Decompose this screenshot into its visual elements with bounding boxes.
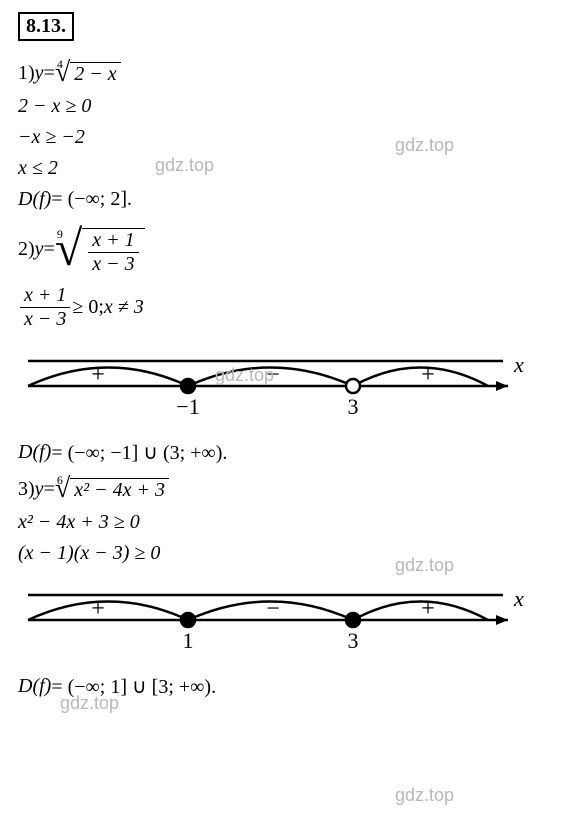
part3-domain-label: D(f)	[18, 675, 51, 698]
part2-radical-index: 9	[57, 227, 63, 242]
part1-equation: 1) y = 4 √ 2 − x	[18, 59, 543, 87]
part1-domain-value: = (−∞; 2].	[51, 188, 132, 211]
part3-equation: 3) y = 6 √ x² − 4x + 3	[18, 475, 543, 503]
part2-radical: 9 √ x + 1 x − 3	[55, 223, 145, 276]
part2-equals: =	[44, 238, 55, 261]
watermark: gdz.top	[395, 135, 454, 156]
part2-ineq-num: x + 1	[20, 284, 70, 308]
watermark: gdz.top	[395, 555, 454, 576]
part2-ineq-den: x − 3	[20, 308, 70, 331]
part1-domain-label: D(f)	[18, 188, 51, 211]
part2-equation: 2) y = 9 √ x + 1 x − 3	[18, 223, 543, 276]
part3-step2: (x − 1)(x − 3) ≥ 0	[18, 542, 543, 565]
part2-domain: D(f) = (−∞; −1] ∪ (3; +∞).	[18, 440, 543, 465]
part2-frac: x + 1 x − 3	[88, 229, 138, 276]
part3-radical: 6 √ x² − 4x + 3	[55, 475, 169, 503]
problem-number: 8.13.	[18, 12, 74, 41]
part1-var: y	[35, 62, 44, 85]
part1-radical-index: 4	[57, 57, 63, 72]
part2-frac-num: x + 1	[88, 229, 138, 253]
part2-var: y	[35, 238, 44, 261]
part1-prefix: 1)	[18, 62, 35, 85]
part1-equals: =	[44, 62, 55, 85]
watermark: gdz.top	[60, 693, 119, 714]
watermark: gdz.top	[215, 365, 274, 386]
watermark: gdz.top	[395, 785, 454, 806]
part3-radical-index: 6	[57, 473, 63, 488]
part3-var: y	[35, 478, 44, 501]
part2-domain-value: = (−∞; −1] ∪ (3; +∞).	[51, 440, 227, 465]
part3-radicand: x² − 4x + 3	[70, 478, 169, 502]
part2-frac-den: x − 3	[88, 253, 138, 276]
part2-prefix: 2)	[18, 238, 35, 261]
part1-domain: D(f) = (−∞; 2].	[18, 188, 543, 211]
part3-prefix: 3)	[18, 478, 35, 501]
part1-radicand: 2 − x	[70, 62, 120, 86]
svg-text:−: −	[266, 596, 280, 622]
svg-text:x: x	[513, 586, 524, 611]
part3-equals: =	[44, 478, 55, 501]
part2-neq: x ≠ 3	[104, 296, 144, 319]
part2-ineq-frac: x + 1 x − 3	[20, 284, 70, 331]
numberline-1: x+−+−13	[18, 346, 543, 432]
svg-text:−1: −1	[176, 394, 199, 419]
part2-ineq: x + 1 x − 3 ≥ 0; x ≠ 3	[18, 284, 543, 331]
part2-geq: ≥ 0;	[72, 296, 104, 319]
part2-domain-label: D(f)	[18, 441, 51, 464]
part3-step1: x² − 4x + 3 ≥ 0	[18, 511, 543, 534]
svg-text:+: +	[421, 362, 435, 388]
watermark: gdz.top	[155, 155, 214, 176]
numberline-2: x + − +1 3	[18, 580, 543, 666]
part1-step2: −x ≥ −2	[18, 126, 543, 149]
svg-text:+: +	[91, 596, 105, 622]
part1-radical: 4 √ 2 − x	[55, 59, 121, 87]
svg-text:3: 3	[348, 394, 359, 419]
svg-text:1: 1	[183, 628, 194, 653]
svg-text:+: +	[91, 362, 105, 388]
part1-step3: x ≤ 2	[18, 157, 543, 180]
part2-radicand: x + 1 x − 3	[82, 228, 144, 276]
svg-text:x: x	[513, 352, 524, 377]
svg-text:+: +	[421, 596, 435, 622]
part1-step1: 2 − x ≥ 0	[18, 95, 543, 118]
svg-text:3: 3	[348, 628, 359, 653]
